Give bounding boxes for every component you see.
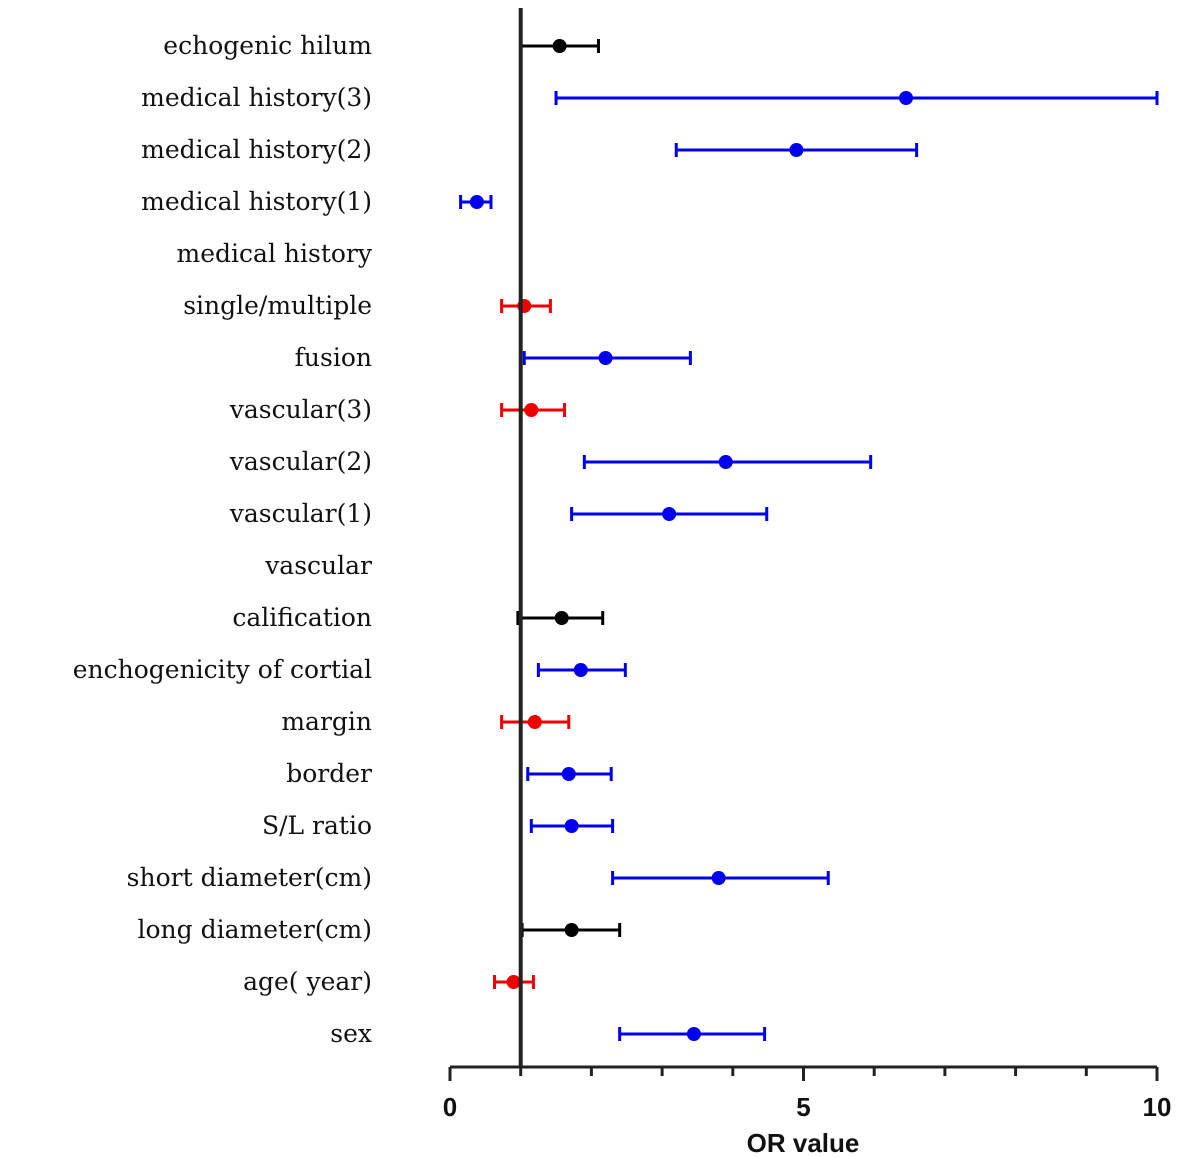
or-point	[524, 403, 539, 417]
row-label: S/L ratio	[262, 811, 372, 840]
x-tick-label: 10	[1143, 1092, 1172, 1122]
row-label: vascular	[264, 551, 372, 580]
forest-row: enchogenicity of cortial	[73, 655, 627, 684]
forest-row: short diameter(cm)	[127, 863, 830, 892]
forest-row: medical history(3)	[141, 83, 1159, 112]
x-tick-label: 5	[796, 1092, 810, 1122]
row-label: calification	[232, 603, 372, 632]
row-label: margin	[281, 707, 372, 736]
row-label: border	[286, 759, 372, 788]
row-label: vascular(3)	[229, 395, 372, 424]
x-ticks: 0 5 10	[443, 1067, 1172, 1122]
row-label: short diameter(cm)	[127, 863, 372, 892]
or-point	[899, 91, 914, 105]
forest-row: medical history(1)	[141, 187, 493, 216]
forest-row: vascular(2)	[229, 447, 873, 476]
or-point	[718, 455, 733, 469]
row-label: medical history(2)	[141, 135, 372, 164]
row-label: medical history	[177, 239, 373, 268]
or-point	[686, 1027, 701, 1041]
or-point	[506, 975, 521, 989]
forest-row: border	[286, 759, 613, 788]
row-label: long diameter(cm)	[137, 915, 372, 944]
or-point	[564, 819, 579, 833]
or-point	[573, 663, 588, 677]
or-point	[662, 507, 677, 521]
row-label: medical history(1)	[141, 187, 372, 216]
rows-layer: echogenic hilum medical history(3) medical…	[73, 31, 1159, 1048]
row-label: echogenic hilum	[163, 31, 372, 60]
or-point	[552, 39, 567, 53]
forest-row: medical history	[177, 239, 373, 268]
forest-row: vascular(3)	[229, 395, 567, 424]
forest-row: sex	[330, 1019, 767, 1048]
row-label: single/multiple	[183, 291, 372, 320]
forest-row: medical history(2)	[141, 135, 919, 164]
or-point	[598, 351, 613, 365]
forest-row: calification	[232, 603, 605, 632]
forest-row: vascular	[264, 551, 372, 580]
forest-row: fusion	[295, 343, 692, 372]
row-label: vascular(1)	[229, 499, 372, 528]
row-label: enchogenicity of cortial	[73, 655, 372, 684]
or-point	[554, 611, 569, 625]
or-point	[527, 715, 542, 729]
x-axis: 0 5 10 OR value	[443, 1065, 1172, 1158]
x-axis-title: OR value	[747, 1128, 860, 1158]
or-point	[789, 143, 804, 157]
forest-row: S/L ratio	[262, 811, 615, 840]
x-tick-label: 0	[443, 1092, 457, 1122]
row-label: fusion	[295, 343, 372, 372]
row-label: vascular(2)	[229, 447, 372, 476]
row-label: sex	[330, 1019, 372, 1048]
row-label: medical history(3)	[141, 83, 372, 112]
forest-row: single/multiple	[183, 291, 552, 320]
forest-row: margin	[281, 707, 571, 736]
row-label: age( year)	[243, 967, 372, 996]
forest-row: age( year)	[243, 967, 535, 996]
forest-row: vascular(1)	[229, 499, 769, 528]
forest-row: long diameter(cm)	[137, 915, 622, 944]
forest-row: echogenic hilum	[163, 31, 600, 60]
or-point	[711, 871, 726, 885]
or-point	[564, 923, 579, 937]
or-point	[561, 767, 576, 781]
or-point	[469, 195, 484, 209]
